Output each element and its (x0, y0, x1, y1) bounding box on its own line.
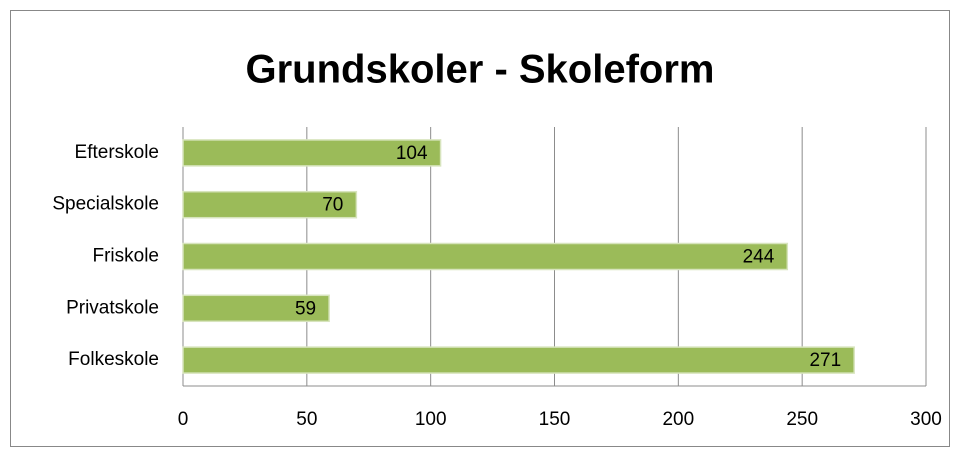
data-label: 104 (396, 143, 428, 164)
x-tick-label: 200 (662, 409, 694, 430)
y-tick-label: Efterskole (75, 142, 159, 163)
y-tick-label: Folkeskole (68, 349, 159, 370)
bar (182, 294, 330, 323)
y-tick-label: Friskole (92, 246, 159, 267)
data-label: 271 (809, 350, 841, 371)
x-tick-label: 150 (539, 409, 571, 430)
bar (182, 346, 855, 374)
data-label: 244 (743, 247, 775, 268)
bar (182, 242, 789, 271)
y-tick-label: Privatskole (66, 297, 159, 318)
x-tick-label: 300 (910, 409, 942, 430)
x-tick-label: 100 (415, 409, 447, 430)
y-tick-label: Specialskole (52, 194, 159, 215)
bar (182, 139, 442, 167)
data-label: 59 (295, 298, 316, 319)
chart-title: Grundskoler - Skoleform (246, 48, 715, 92)
bar (182, 190, 358, 219)
x-tick-label: 250 (786, 409, 818, 430)
x-tick-label: 0 (178, 409, 189, 430)
data-label: 70 (322, 195, 343, 216)
x-tick-label: 50 (296, 409, 317, 430)
